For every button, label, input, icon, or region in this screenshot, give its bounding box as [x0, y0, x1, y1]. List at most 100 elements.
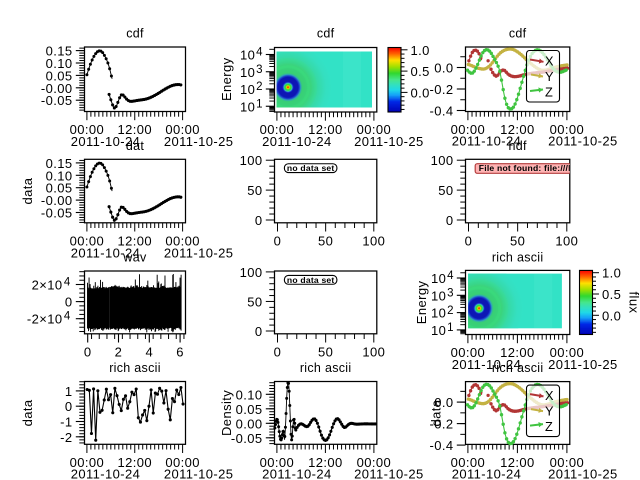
- svg-text:1: 1: [256, 98, 262, 110]
- svg-text:0: 0: [446, 213, 454, 228]
- svg-text:0: 0: [65, 399, 73, 414]
- svg-text:data: data: [20, 177, 35, 204]
- svg-text:10: 10: [240, 99, 255, 114]
- svg-text:0.05: 0.05: [46, 68, 73, 83]
- svg-text:2011-10-25: 2011-10-25: [548, 357, 618, 372]
- svg-text:Energy: Energy: [219, 57, 234, 101]
- svg-text:0.10: 0.10: [46, 168, 73, 183]
- svg-text:-1: -1: [60, 415, 72, 430]
- svg-text:-0.2: -0.2: [429, 82, 453, 97]
- svg-text:-0.4: -0.4: [429, 104, 453, 119]
- svg-text:3: 3: [447, 288, 453, 300]
- svg-text:2011-10-24: 2011-10-24: [262, 134, 332, 149]
- svg-text:6: 6: [176, 345, 184, 360]
- svg-text:4: 4: [256, 47, 263, 59]
- svg-text:2011-10-24: 2011-10-24: [71, 134, 141, 149]
- svg-text:4: 4: [64, 277, 71, 289]
- svg-text:0.0: 0.0: [411, 85, 430, 100]
- svg-text:2011-10-25: 2011-10-25: [548, 134, 618, 149]
- svg-text:00:00: 00:00: [451, 455, 486, 470]
- svg-text:50: 50: [318, 345, 333, 360]
- svg-text:0.5: 0.5: [602, 287, 621, 302]
- svg-text:2011-10-24: 2011-10-24: [452, 357, 522, 372]
- svg-text:0: 0: [274, 234, 282, 249]
- svg-text:2011-10-25: 2011-10-25: [354, 134, 424, 149]
- svg-text:2011-10-25: 2011-10-25: [548, 467, 618, 480]
- svg-text:50: 50: [318, 234, 333, 249]
- svg-text:2011-10-25: 2011-10-25: [164, 467, 234, 480]
- svg-text:rich ascii: rich ascii: [109, 361, 161, 375]
- svg-text:00:00: 00:00: [357, 455, 392, 470]
- svg-text:rich ascii: rich ascii: [300, 361, 352, 375]
- svg-text:rich ascii: rich ascii: [492, 361, 544, 375]
- svg-text:0: 0: [274, 345, 282, 360]
- svg-text:flux: flux: [627, 292, 640, 314]
- svg-text:cdf: cdf: [317, 27, 335, 41]
- svg-text:2011-10-25: 2011-10-25: [164, 246, 234, 261]
- svg-text:00:00: 00:00: [70, 455, 105, 470]
- svg-text:12:00: 12:00: [117, 455, 152, 470]
- svg-text:1: 1: [447, 322, 453, 334]
- svg-text:4: 4: [447, 270, 454, 282]
- svg-text:0.0: 0.0: [434, 395, 453, 410]
- svg-text:1: 1: [65, 384, 73, 399]
- svg-text:2011-10-24: 2011-10-24: [71, 467, 141, 480]
- svg-text:12:00: 12:00: [117, 234, 152, 249]
- svg-text:2×10: 2×10: [32, 278, 63, 293]
- svg-text:Z: Z: [545, 85, 553, 100]
- svg-text:10: 10: [431, 323, 446, 338]
- svg-text:0: 0: [84, 345, 92, 360]
- svg-text:-2: -2: [60, 430, 72, 445]
- svg-text:100: 100: [362, 345, 385, 360]
- svg-text:10: 10: [431, 288, 446, 303]
- svg-text:X: X: [545, 54, 554, 69]
- svg-text:50: 50: [510, 234, 525, 249]
- svg-text:10: 10: [431, 271, 446, 286]
- svg-text:X: X: [545, 388, 554, 403]
- svg-text:-0.00: -0.00: [41, 193, 73, 208]
- svg-text:100: 100: [555, 234, 578, 249]
- svg-text:12:00: 12:00: [500, 122, 535, 137]
- svg-text:0.10: 0.10: [46, 56, 73, 71]
- svg-text:Energy: Energy: [414, 281, 429, 325]
- svg-text:100: 100: [362, 234, 385, 249]
- svg-text:2011-10-24: 2011-10-24: [452, 134, 522, 149]
- svg-text:2011-10-25: 2011-10-25: [164, 134, 234, 149]
- svg-text:50: 50: [247, 183, 262, 198]
- svg-text:-0.4: -0.4: [429, 438, 453, 453]
- svg-text:Density: Density: [219, 390, 234, 436]
- svg-text:00:00: 00:00: [165, 455, 200, 470]
- svg-text:File not found: file:///ho: File not found: file:///ho: [479, 163, 579, 173]
- svg-text:00:00: 00:00: [451, 345, 486, 360]
- svg-text:100: 100: [240, 153, 263, 168]
- svg-text:-0.05: -0.05: [41, 206, 73, 221]
- svg-text:00:00: 00:00: [70, 234, 105, 249]
- svg-text:data: data: [429, 399, 444, 426]
- svg-text:100: 100: [431, 153, 454, 168]
- svg-text:dat: dat: [126, 139, 145, 153]
- svg-text:0.05: 0.05: [46, 181, 73, 196]
- svg-text:00:00: 00:00: [550, 455, 585, 470]
- svg-text:0.5: 0.5: [411, 64, 430, 79]
- svg-text:0: 0: [255, 324, 263, 339]
- svg-text:2: 2: [256, 81, 262, 93]
- svg-text:10: 10: [240, 65, 255, 80]
- svg-text:50: 50: [438, 183, 453, 198]
- svg-text:00:00: 00:00: [550, 345, 585, 360]
- svg-text:00:00: 00:00: [165, 234, 200, 249]
- svg-text:00:00: 00:00: [260, 455, 295, 470]
- svg-text:no data set: no data set: [287, 163, 335, 173]
- svg-text:0.10: 0.10: [236, 387, 263, 402]
- svg-text:00:00: 00:00: [550, 122, 585, 137]
- svg-text:no data set: no data set: [287, 275, 335, 285]
- svg-text:0.15: 0.15: [46, 156, 73, 171]
- svg-text:10: 10: [240, 82, 255, 97]
- svg-text:0: 0: [65, 295, 73, 310]
- svg-text:100: 100: [240, 265, 263, 280]
- svg-text:Y: Y: [545, 404, 554, 419]
- svg-text:0.0: 0.0: [434, 61, 453, 76]
- svg-text:00:00: 00:00: [260, 122, 295, 137]
- svg-text:4: 4: [64, 311, 71, 323]
- svg-text:00:00: 00:00: [165, 122, 200, 137]
- svg-text:0: 0: [465, 234, 473, 249]
